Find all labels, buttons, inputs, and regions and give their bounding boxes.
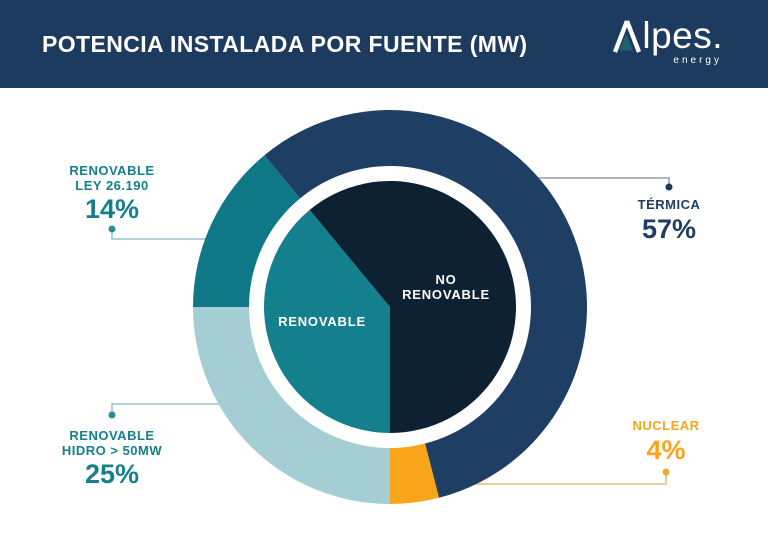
callout-label: NUCLEAR [632,418,700,433]
header-bar: POTENCIA INSTALADA POR FUENTE (MW) lpes.… [0,0,768,88]
callout-connector-dot [108,411,116,419]
callout-percentage: 57% [641,213,697,244]
callout-connector-dot [108,225,116,233]
callout-label: LEY 26.190 [75,177,149,193]
callout-termica: TÉRMICA 57% [589,197,749,244]
callout-connector-dot [662,468,670,476]
inner-pie-label-renovable: RENOVABLE [278,314,366,329]
callout-connector-line [111,403,250,415]
inner-pie-label-line: NO [435,272,457,287]
inner-pie-label-no-renovable: NO RENOVABLE [376,272,516,302]
callout-nuclear: NUCLEAR 4% [596,418,736,465]
callout-renovable-ley: RENOVABLE LEY 26.190 14% [32,163,192,224]
callout-percentage: 4% [646,434,686,465]
callout-connector-dot [665,183,673,191]
callout-label: HIDRO > 50MW [61,442,163,458]
callout-percentage: 25% [84,459,140,489]
callout-renovable-hidro: RENOVABLE HIDRO > 50MW 25% [27,428,197,489]
callout-label: TÉRMICA [637,197,701,212]
callout-label: RENOVABLE [69,428,155,443]
page-title: POTENCIA INSTALADA POR FUENTE (MW) [42,30,528,57]
brand-name-text: lpes. [642,14,723,56]
callout-connector-line [427,472,667,485]
inner-pie-label-line: RENOVABLE [402,287,490,302]
brand-tagline: energy [673,54,722,66]
callout-label: RENOVABLE [69,163,155,178]
callout-percentage: 14% [84,194,140,224]
brand-logo-wordmark: lpes. [612,14,723,56]
alpes-lambda-icon [613,19,642,53]
brand-logo: lpes. energy [612,14,723,66]
